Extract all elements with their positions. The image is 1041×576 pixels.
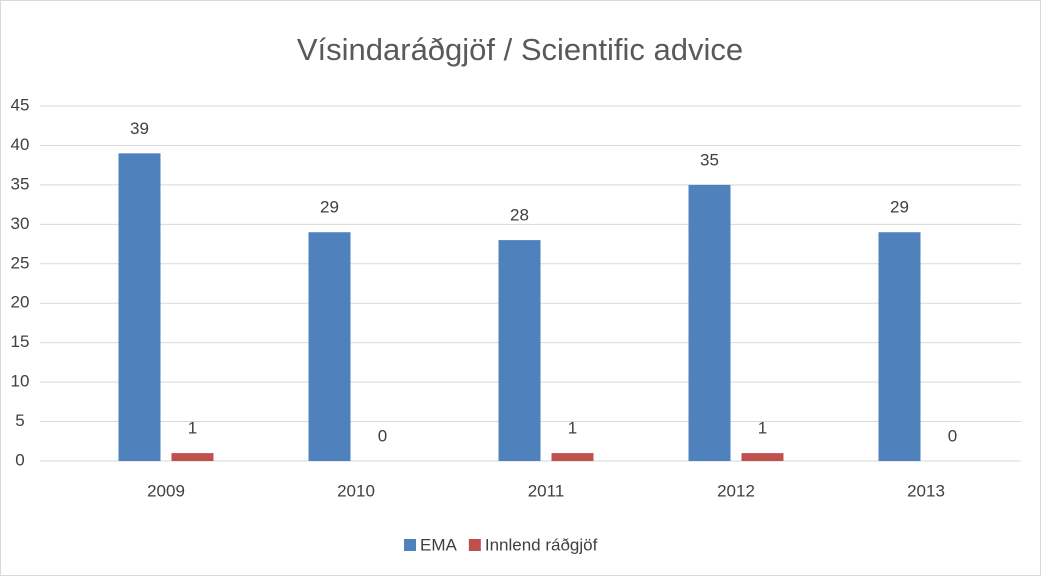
y-tick-label: 0	[15, 450, 24, 469]
x-tick-label: 2010	[337, 481, 375, 500]
x-tick-label: 2012	[717, 481, 755, 500]
bar	[878, 232, 921, 461]
y-tick-label: 5	[15, 411, 24, 430]
data-label: 0	[948, 426, 957, 445]
y-tick-label: 10	[11, 372, 30, 391]
legend-label: Innlend ráðgjöf	[485, 535, 598, 554]
bar	[688, 184, 731, 461]
data-label: 1	[758, 419, 767, 438]
x-tick-label: 2011	[528, 481, 565, 500]
y-tick-label: 40	[11, 135, 30, 154]
bar	[171, 453, 214, 461]
legend-label: EMA	[420, 535, 458, 554]
data-label: 0	[378, 426, 387, 445]
data-label: 28	[510, 206, 529, 225]
x-tick-label: 2009	[147, 481, 185, 500]
y-tick-label: 35	[11, 174, 30, 193]
bar	[498, 240, 541, 461]
bar	[308, 232, 351, 461]
bar	[118, 153, 161, 462]
data-label: 1	[188, 419, 197, 438]
bar	[741, 453, 784, 461]
y-tick-label: 15	[11, 332, 30, 351]
data-label: 39	[130, 119, 149, 138]
bar	[551, 453, 594, 461]
y-tick-label: 45	[11, 95, 30, 114]
data-label: 35	[700, 150, 719, 169]
y-tick-label: 20	[11, 293, 30, 312]
y-tick-label: 25	[11, 253, 30, 272]
legend-swatch	[404, 539, 416, 551]
legend-swatch	[468, 539, 481, 551]
chart-title: Vísindaráðgjöf / Scientific advice	[297, 32, 743, 67]
y-tick-label: 30	[11, 214, 30, 233]
data-label: 29	[890, 198, 909, 217]
x-tick-label: 2013	[907, 481, 945, 500]
data-label: 1	[568, 419, 577, 438]
data-label: 29	[320, 198, 339, 217]
